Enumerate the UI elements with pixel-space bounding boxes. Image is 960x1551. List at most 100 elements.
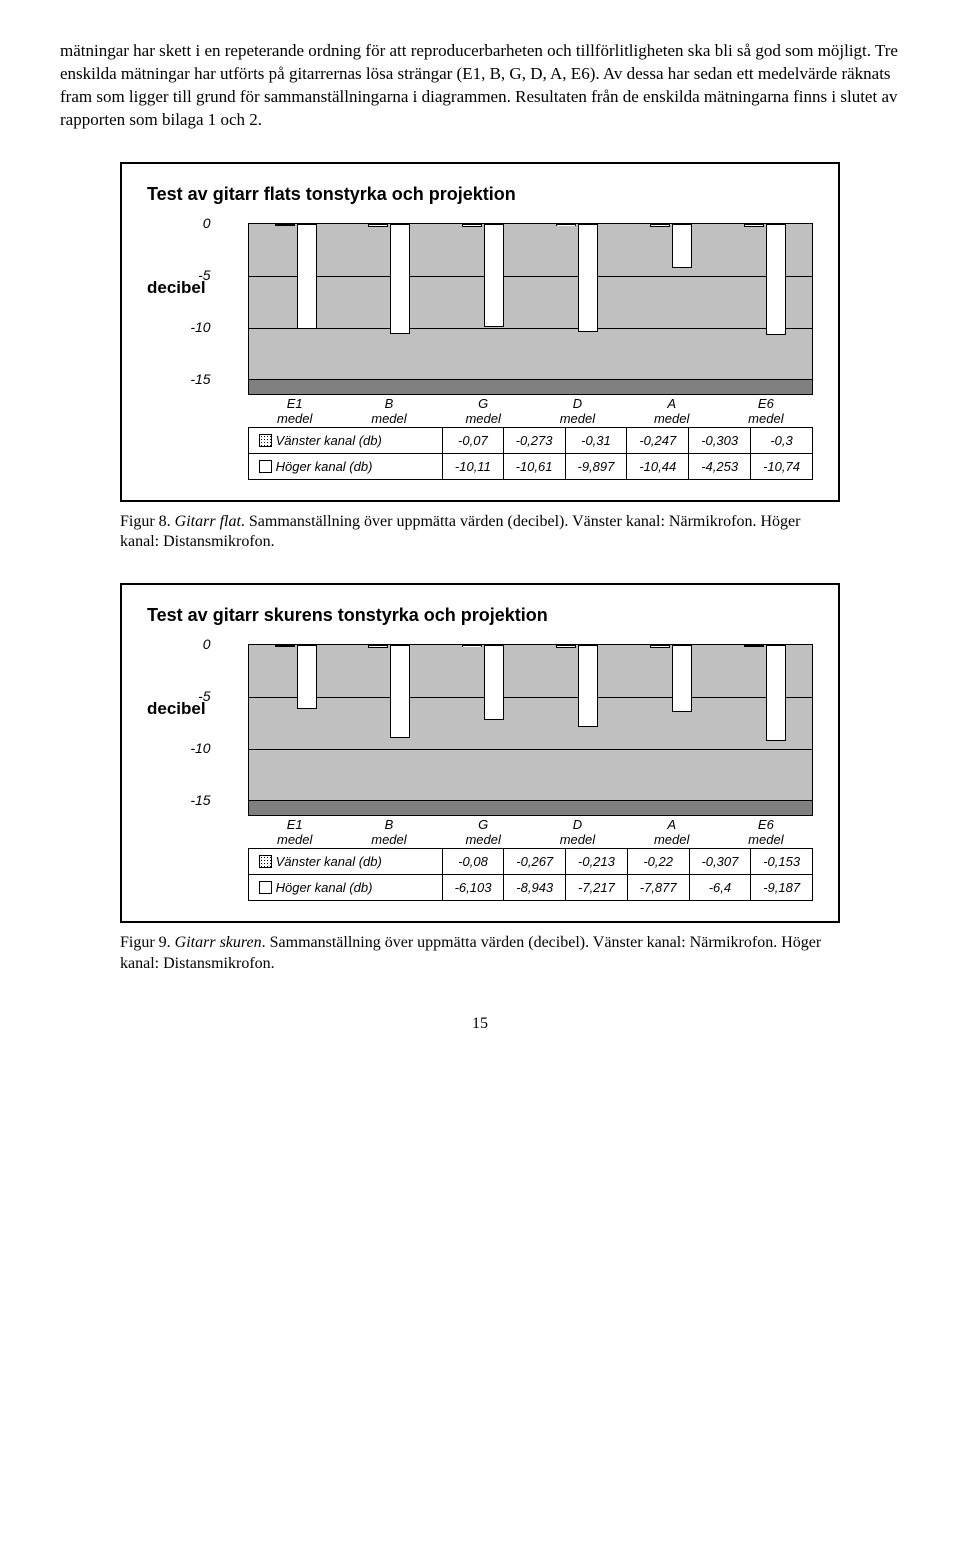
chart-1-title: Test av gitarr flats tonstyrka och proje… xyxy=(147,184,813,205)
table-cell: -10,44 xyxy=(627,453,689,479)
category-label: E6medel xyxy=(719,397,813,427)
table-cell: -10,11 xyxy=(443,453,504,479)
bar-group xyxy=(530,224,624,394)
table-cell: Vänster kanal (db) xyxy=(248,427,443,453)
bar xyxy=(462,645,482,647)
table-cell: -0,31 xyxy=(565,427,627,453)
category-label: E1medel xyxy=(248,397,342,427)
chart-1-container: Test av gitarr flats tonstyrka och proje… xyxy=(120,162,840,502)
table-cell: -9,187 xyxy=(751,875,813,901)
legend-label: Vänster kanal (db) xyxy=(276,433,382,448)
bar-group xyxy=(436,224,530,394)
caption-fig: Figur 9. xyxy=(120,934,175,951)
bar xyxy=(275,224,295,226)
table-cell: -10,74 xyxy=(751,453,813,479)
bar-group xyxy=(624,224,718,394)
ytick-label: -5 xyxy=(186,267,211,283)
ytick-label: -15 xyxy=(186,371,211,387)
legend-swatch xyxy=(259,881,272,894)
table-cell: Höger kanal (db) xyxy=(248,875,442,901)
bar-group xyxy=(718,224,812,394)
table-cell: -0,213 xyxy=(566,849,628,875)
bar xyxy=(672,645,692,712)
table-cell: -6,4 xyxy=(689,875,751,901)
category-label: Bmedel xyxy=(342,397,436,427)
bar xyxy=(650,645,670,648)
table-cell: -4,253 xyxy=(689,453,751,479)
legend-swatch xyxy=(259,434,272,447)
bar xyxy=(578,224,598,333)
table-cell: -0,267 xyxy=(504,849,566,875)
table-cell: Höger kanal (db) xyxy=(248,453,443,479)
category-label: Dmedel xyxy=(530,397,624,427)
chart-2-data-table: Vänster kanal (db)-0,08-0,267-0,213-0,22… xyxy=(248,848,813,901)
legend-swatch xyxy=(259,460,272,473)
bar-group xyxy=(718,645,812,815)
table-cell: -7,877 xyxy=(627,875,689,901)
table-cell: -10,61 xyxy=(503,453,565,479)
bar xyxy=(368,224,388,227)
ytick-label: 0 xyxy=(186,215,211,231)
table-cell: -0,07 xyxy=(443,427,504,453)
chart-2-plot-area xyxy=(248,644,813,816)
bar xyxy=(275,645,295,647)
ytick-label: 0 xyxy=(186,636,211,652)
bar xyxy=(766,645,786,741)
caption-ital: Gitarr flat xyxy=(175,513,241,530)
table-cell: -6,103 xyxy=(442,875,504,901)
bar xyxy=(297,224,317,329)
table-cell: -0,303 xyxy=(689,427,751,453)
bar-group xyxy=(343,224,437,394)
bar-group xyxy=(249,645,343,815)
ytick-label: -10 xyxy=(186,740,211,756)
caption-ital: Gitarr skuren xyxy=(175,934,262,951)
bar-group xyxy=(436,645,530,815)
bar xyxy=(390,645,410,738)
table-cell: -0,273 xyxy=(503,427,565,453)
table-cell: -0,3 xyxy=(751,427,813,453)
bar xyxy=(368,645,388,648)
chart-1-plot-area xyxy=(248,223,813,395)
category-label: Gmedel xyxy=(436,397,530,427)
chart-1-caption: Figur 8. Gitarr flat. Sammanställning öv… xyxy=(120,512,840,554)
table-cell: -9,897 xyxy=(565,453,627,479)
bar-group xyxy=(343,645,437,815)
table-cell: -8,943 xyxy=(504,875,566,901)
caption-fig: Figur 8. xyxy=(120,513,175,530)
table-cell: Vänster kanal (db) xyxy=(248,849,442,875)
bar-group xyxy=(249,224,343,394)
bar xyxy=(556,224,576,227)
table-cell: -0,153 xyxy=(751,849,813,875)
body-paragraph: mätningar har skett i en repeterande ord… xyxy=(60,40,900,132)
legend-label: Vänster kanal (db) xyxy=(276,854,382,869)
chart-2-category-labels: E1medelBmedelGmedelDmedelAmedelE6medel xyxy=(248,818,813,848)
table-cell: -0,247 xyxy=(627,427,689,453)
chart-2-container: Test av gitarr skurens tonstyrka och pro… xyxy=(120,583,840,923)
bar xyxy=(484,645,504,720)
bar xyxy=(556,645,576,647)
category-label: Amedel xyxy=(625,397,719,427)
ytick-label: -10 xyxy=(186,319,211,335)
bar xyxy=(766,224,786,336)
bar xyxy=(297,645,317,708)
chart-2-caption: Figur 9. Gitarr skuren. Sammanställning … xyxy=(120,933,840,975)
bar xyxy=(672,224,692,268)
table-cell: -0,307 xyxy=(689,849,751,875)
category-label: Dmedel xyxy=(530,818,624,848)
category-label: Amedel xyxy=(625,818,719,848)
table-cell: -0,08 xyxy=(442,849,504,875)
page-number: 15 xyxy=(60,1015,900,1033)
ytick-label: -15 xyxy=(186,792,211,808)
bar xyxy=(484,224,504,327)
bar-group xyxy=(530,645,624,815)
category-label: Gmedel xyxy=(436,818,530,848)
chart-1-category-labels: E1medelBmedelGmedelDmedelAmedelE6medel xyxy=(248,397,813,427)
bar-group xyxy=(624,645,718,815)
ytick-label: -5 xyxy=(186,688,211,704)
bar xyxy=(650,224,670,227)
category-label: Bmedel xyxy=(342,818,436,848)
legend-label: Höger kanal (db) xyxy=(276,880,373,895)
legend-label: Höger kanal (db) xyxy=(276,459,373,474)
legend-swatch xyxy=(259,855,272,868)
category-label: E6medel xyxy=(719,818,813,848)
